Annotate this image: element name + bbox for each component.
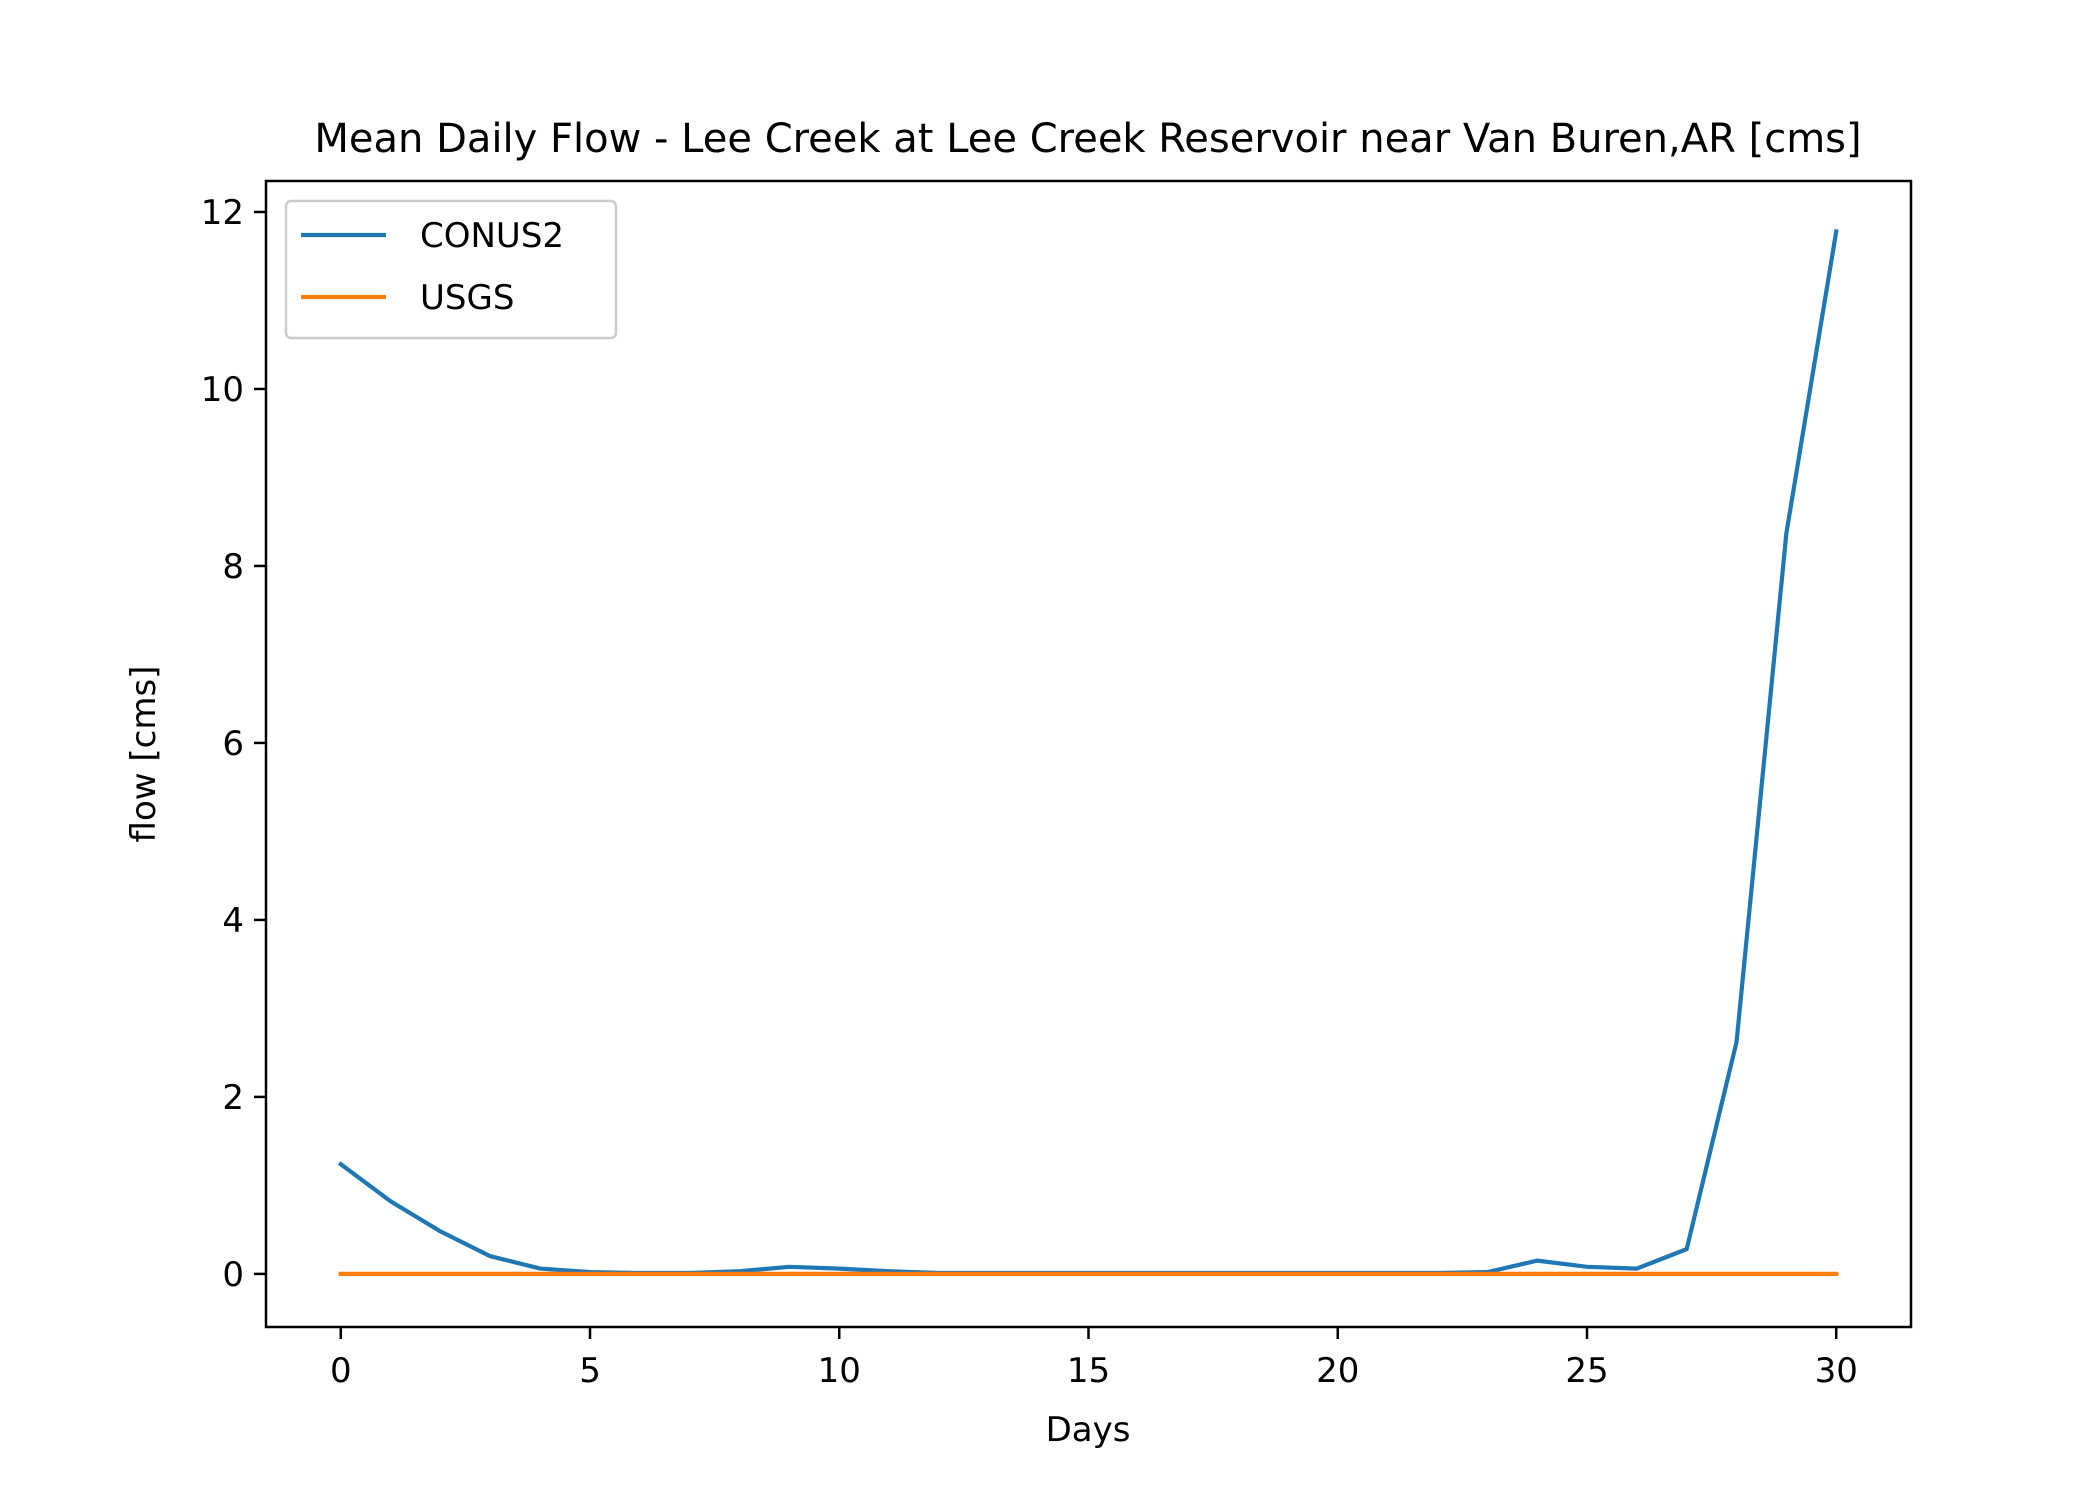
y-tick-label: 4 xyxy=(222,901,244,941)
legend-label-conus2: CONUS2 xyxy=(420,216,564,256)
x-tick-label: 10 xyxy=(818,1351,861,1391)
y-tick-label: 6 xyxy=(222,724,244,764)
y-tick-label: 8 xyxy=(222,547,244,587)
chart-title: Mean Daily Flow - Lee Creek at Lee Creek… xyxy=(314,116,1861,162)
x-axis-label: Days xyxy=(1046,1410,1131,1450)
legend: CONUS2 USGS xyxy=(284,199,618,340)
x-tick-label: 20 xyxy=(1316,1351,1359,1391)
y-tick-label: 0 xyxy=(222,1255,244,1295)
ticks-layer: 0 5 10 15 20 25 30 0 2 4 6 8 10 12 xyxy=(201,193,1858,1391)
y-tick-label: 2 xyxy=(222,1078,244,1118)
x-tick-label: 25 xyxy=(1565,1351,1608,1391)
x-tick-label: 30 xyxy=(1815,1351,1858,1391)
x-tick-label: 0 xyxy=(330,1351,352,1391)
series-layer xyxy=(337,229,1839,1277)
y-tick-label: 10 xyxy=(201,370,244,410)
legend-label-usgs: USGS xyxy=(420,278,514,318)
y-tick-label: 12 xyxy=(201,193,244,233)
x-tick-label: 15 xyxy=(1067,1351,1110,1391)
x-tick-label: 5 xyxy=(579,1351,601,1391)
y-axis-label: flow [cms] xyxy=(124,666,164,843)
